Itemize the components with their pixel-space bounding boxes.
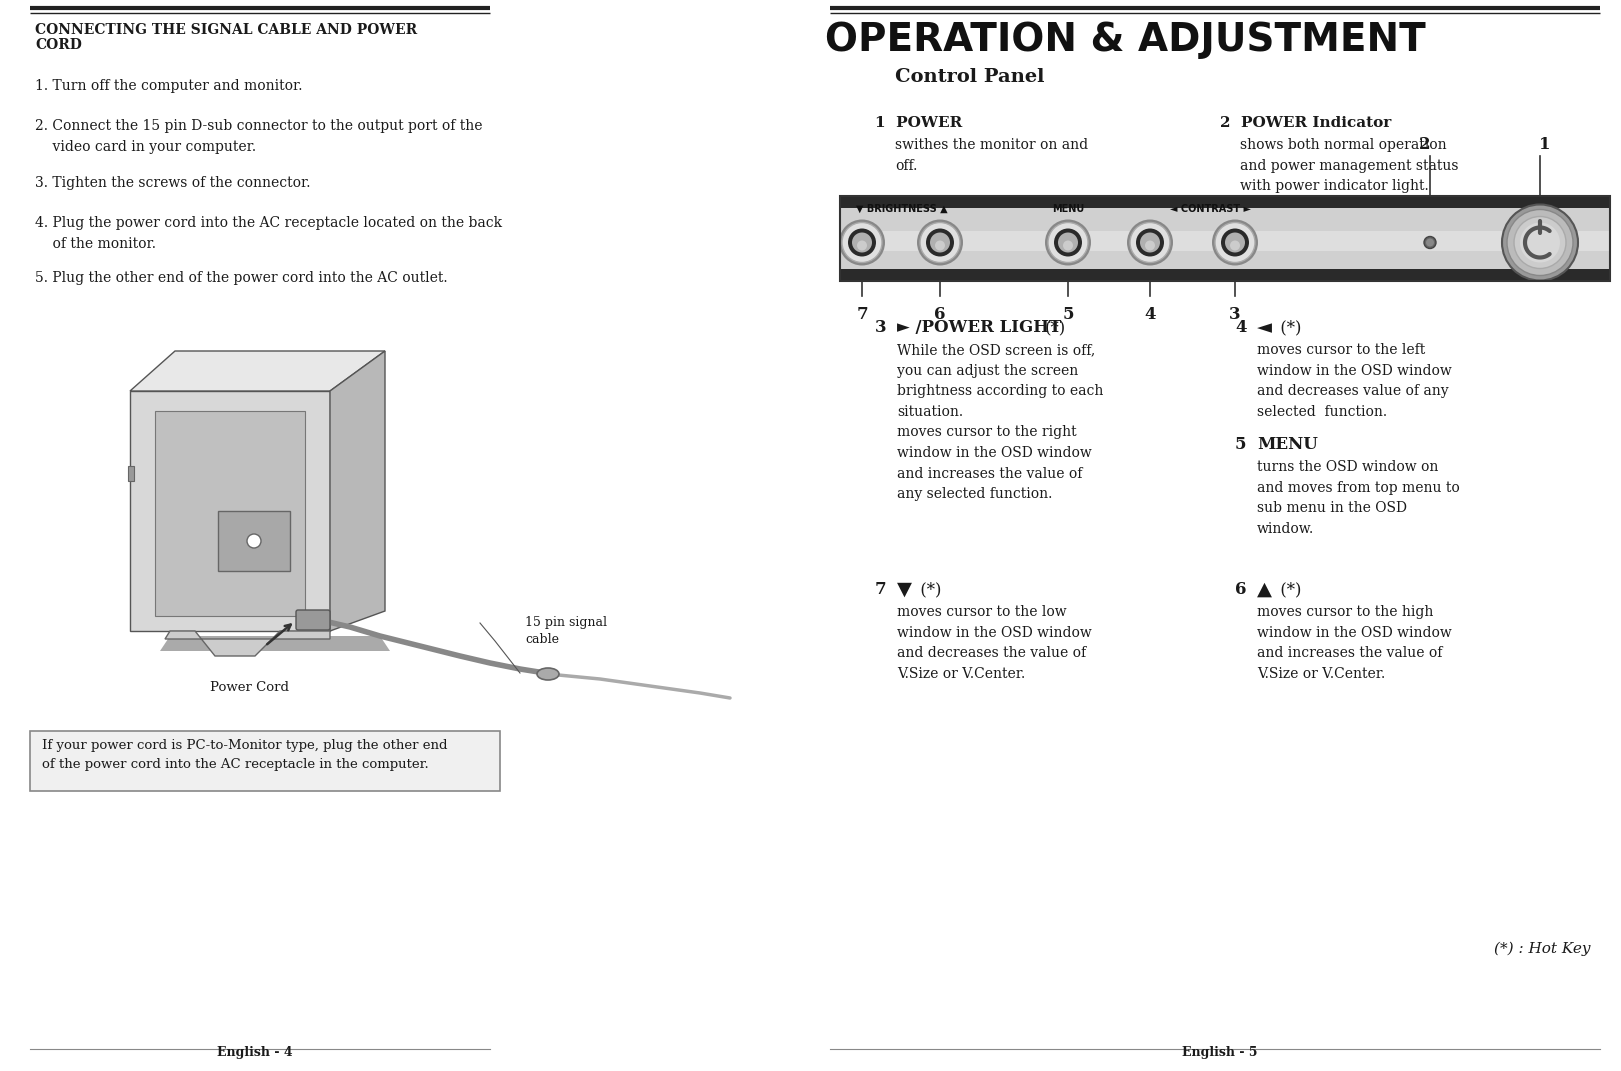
Circle shape: [840, 220, 885, 266]
Bar: [840, 208, 1610, 269]
Circle shape: [1514, 216, 1566, 269]
Text: 3: 3: [1229, 306, 1240, 323]
Text: 4: 4: [1235, 319, 1247, 336]
Text: (*): (*): [1276, 580, 1302, 598]
Circle shape: [1520, 223, 1559, 262]
Circle shape: [1136, 228, 1164, 256]
Text: OPERATION & ADJUSTMENT: OPERATION & ADJUSTMENT: [825, 21, 1426, 59]
Text: 5: 5: [1235, 436, 1247, 453]
Circle shape: [1049, 223, 1088, 262]
Circle shape: [1225, 232, 1245, 253]
Bar: [217, 511, 290, 571]
Text: (*) : Hot Key: (*) : Hot Key: [1493, 941, 1590, 956]
Text: moves cursor to the left
window in the OSD window
and decreases value of any
sel: moves cursor to the left window in the O…: [1256, 343, 1452, 419]
Text: ◄ CONTRAST ►: ◄ CONTRAST ►: [1169, 203, 1250, 214]
Polygon shape: [130, 391, 331, 631]
Text: (*): (*): [1276, 319, 1302, 336]
Bar: [840, 196, 1610, 208]
Text: CORD: CORD: [36, 37, 83, 52]
Text: MENU: MENU: [1256, 436, 1318, 453]
Text: swithes the monitor on and
off.: swithes the monitor on and off.: [895, 138, 1088, 172]
Circle shape: [917, 220, 963, 266]
Text: shows both normal operation
and power management status
with power indicator lig: shows both normal operation and power ma…: [1240, 138, 1459, 193]
Circle shape: [1508, 210, 1572, 275]
Text: 1  POWER: 1 POWER: [875, 116, 963, 130]
Text: turns the OSD window on
and moves from top menu to
sub menu in the OSD
window.: turns the OSD window on and moves from t…: [1256, 461, 1461, 536]
Circle shape: [926, 228, 955, 256]
Text: 15 pin signal
cable: 15 pin signal cable: [525, 616, 606, 646]
Circle shape: [1423, 237, 1436, 248]
Circle shape: [930, 232, 950, 253]
FancyBboxPatch shape: [297, 610, 331, 630]
Circle shape: [1046, 220, 1091, 266]
Text: ▲: ▲: [1256, 580, 1272, 599]
Circle shape: [1140, 232, 1161, 253]
Text: 3: 3: [875, 319, 887, 336]
Text: 1. Turn off the computer and monitor.: 1. Turn off the computer and monitor.: [36, 79, 303, 93]
Circle shape: [848, 228, 875, 256]
Polygon shape: [160, 636, 391, 651]
Text: Control Panel: Control Panel: [895, 67, 1044, 86]
Text: 7: 7: [856, 306, 867, 323]
Text: 5. Plug the other end of the power cord into the AC outlet.: 5. Plug the other end of the power cord …: [36, 271, 447, 285]
Text: 6: 6: [1235, 580, 1247, 598]
Text: If your power cord is PC-to-Monitor type, plug the other end
of the power cord i: If your power cord is PC-to-Monitor type…: [42, 739, 447, 771]
Polygon shape: [156, 411, 305, 616]
Polygon shape: [331, 351, 386, 631]
Circle shape: [1127, 220, 1174, 266]
Text: 4. Plug the power cord into the AC receptacle located on the back
    of the mon: 4. Plug the power cord into the AC recep…: [36, 216, 503, 251]
Circle shape: [1059, 232, 1078, 253]
Bar: [128, 466, 135, 481]
Polygon shape: [130, 351, 386, 391]
Text: ▼ BRIGHTNESS ▲: ▼ BRIGHTNESS ▲: [856, 203, 948, 214]
Text: ▼: ▼: [896, 580, 913, 599]
Text: moves cursor to the high
window in the OSD window
and increases the value of
V.S: moves cursor to the high window in the O…: [1256, 605, 1452, 681]
Text: English - 5: English - 5: [1182, 1046, 1258, 1059]
Text: While the OSD screen is off,
you can adjust the screen
brightness according to e: While the OSD screen is off, you can adj…: [896, 343, 1104, 501]
Circle shape: [921, 223, 960, 262]
Text: 2  POWER Indicator: 2 POWER Indicator: [1221, 116, 1391, 130]
Text: (*): (*): [914, 580, 942, 598]
Text: 2. Connect the 15 pin D-sub connector to the output port of the
    video card i: 2. Connect the 15 pin D-sub connector to…: [36, 119, 483, 153]
Bar: [840, 196, 1610, 281]
Text: MENU: MENU: [1052, 203, 1084, 214]
Text: CONNECTING THE SIGNAL CABLE AND POWER: CONNECTING THE SIGNAL CABLE AND POWER: [36, 22, 417, 37]
Circle shape: [1063, 241, 1073, 251]
Text: 6: 6: [934, 306, 945, 323]
Text: (*): (*): [1046, 319, 1067, 336]
Circle shape: [853, 232, 872, 253]
Circle shape: [1144, 241, 1156, 251]
Circle shape: [1130, 223, 1170, 262]
Circle shape: [1503, 205, 1577, 281]
Ellipse shape: [537, 668, 559, 680]
Text: moves cursor to the low
window in the OSD window
and decreases the value of
V.Si: moves cursor to the low window in the OS…: [896, 605, 1093, 681]
Text: 3. Tighten the screws of the connector.: 3. Tighten the screws of the connector.: [36, 176, 311, 190]
Bar: [31, 731, 499, 791]
Bar: [840, 269, 1610, 281]
Text: 7: 7: [875, 580, 887, 598]
Circle shape: [858, 241, 867, 251]
Circle shape: [841, 223, 882, 262]
Text: 5: 5: [1062, 306, 1073, 323]
Text: 4: 4: [1144, 306, 1156, 323]
Text: 2: 2: [1420, 136, 1431, 153]
Circle shape: [1221, 228, 1250, 256]
Circle shape: [1426, 239, 1435, 246]
Text: ◄: ◄: [1256, 319, 1272, 337]
Text: Power Cord: Power Cord: [211, 681, 290, 694]
Bar: [840, 231, 1610, 251]
Circle shape: [1216, 223, 1255, 262]
Circle shape: [246, 534, 261, 548]
Circle shape: [935, 241, 945, 251]
Polygon shape: [165, 631, 331, 657]
Text: English - 4: English - 4: [217, 1046, 293, 1059]
Circle shape: [1213, 220, 1258, 266]
Text: ► /POWER LIGHT: ► /POWER LIGHT: [896, 319, 1062, 336]
Circle shape: [1230, 241, 1240, 251]
Circle shape: [1054, 228, 1081, 256]
Text: 1: 1: [1540, 136, 1551, 153]
